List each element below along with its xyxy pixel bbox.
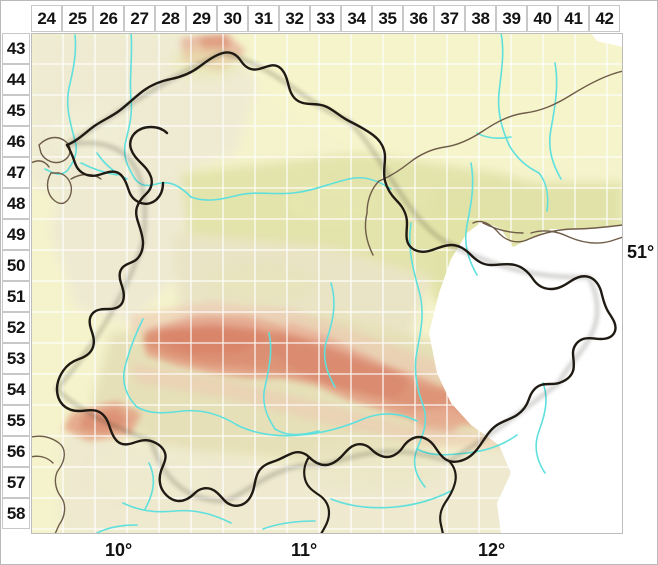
left-tick-53: 53 (2, 343, 30, 374)
longitude-label-10: 10° (105, 540, 133, 560)
terrain-layer (31, 33, 623, 534)
map-grid (31, 33, 623, 534)
top-tick-24: 24 (31, 5, 62, 32)
axis-bottom: 10° 11° 12° (31, 535, 623, 565)
top-tick-29: 29 (186, 5, 217, 32)
axis-top: 24 25 26 27 28 29 30 31 32 33 34 35 36 3… (31, 1, 623, 32)
left-tick-57: 57 (2, 467, 30, 498)
top-tick-38: 38 (465, 5, 496, 32)
top-tick-34: 34 (341, 5, 372, 32)
river-layer (44, 33, 562, 534)
top-tick-25: 25 (62, 5, 93, 32)
left-tick-50: 50 (2, 250, 30, 281)
top-tick-28: 28 (155, 5, 186, 32)
top-tick-30: 30 (217, 5, 248, 32)
left-tick-47: 47 (2, 157, 30, 188)
top-tick-32: 32 (279, 5, 310, 32)
top-tick-39: 39 (496, 5, 527, 32)
top-tick-35: 35 (372, 5, 403, 32)
latitude-label-51: 51° (627, 242, 655, 262)
longitude-label-11: 11° (291, 540, 318, 560)
top-tick-27: 27 (124, 5, 155, 32)
left-tick-48: 48 (2, 188, 30, 219)
left-tick-55: 55 (2, 405, 30, 436)
left-tick-56: 56 (2, 436, 30, 467)
top-tick-42: 42 (589, 5, 620, 32)
left-tick-45: 45 (2, 95, 30, 126)
axis-left: 43 44 45 46 47 48 49 50 51 52 53 54 55 5… (1, 33, 30, 534)
axis-right: 51° (624, 33, 658, 534)
left-tick-51: 51 (2, 281, 30, 312)
left-tick-58: 58 (2, 498, 30, 529)
left-tick-44: 44 (2, 64, 30, 95)
top-tick-37: 37 (434, 5, 465, 32)
map-canvas[interactable] (31, 33, 623, 534)
longitude-label-12: 12° (478, 540, 506, 560)
top-tick-26: 26 (93, 5, 124, 32)
top-tick-33: 33 (310, 5, 341, 32)
state-border-segments (303, 455, 457, 534)
top-tick-36: 36 (403, 5, 434, 32)
top-tick-40: 40 (527, 5, 558, 32)
left-tick-43: 43 (2, 33, 30, 64)
top-tick-31: 31 (248, 5, 279, 32)
secondary-border-layer (31, 70, 623, 534)
left-tick-46: 46 (2, 126, 30, 157)
left-tick-54: 54 (2, 374, 30, 405)
top-tick-41: 41 (558, 5, 589, 32)
left-tick-49: 49 (2, 219, 30, 250)
left-tick-52: 52 (2, 312, 30, 343)
